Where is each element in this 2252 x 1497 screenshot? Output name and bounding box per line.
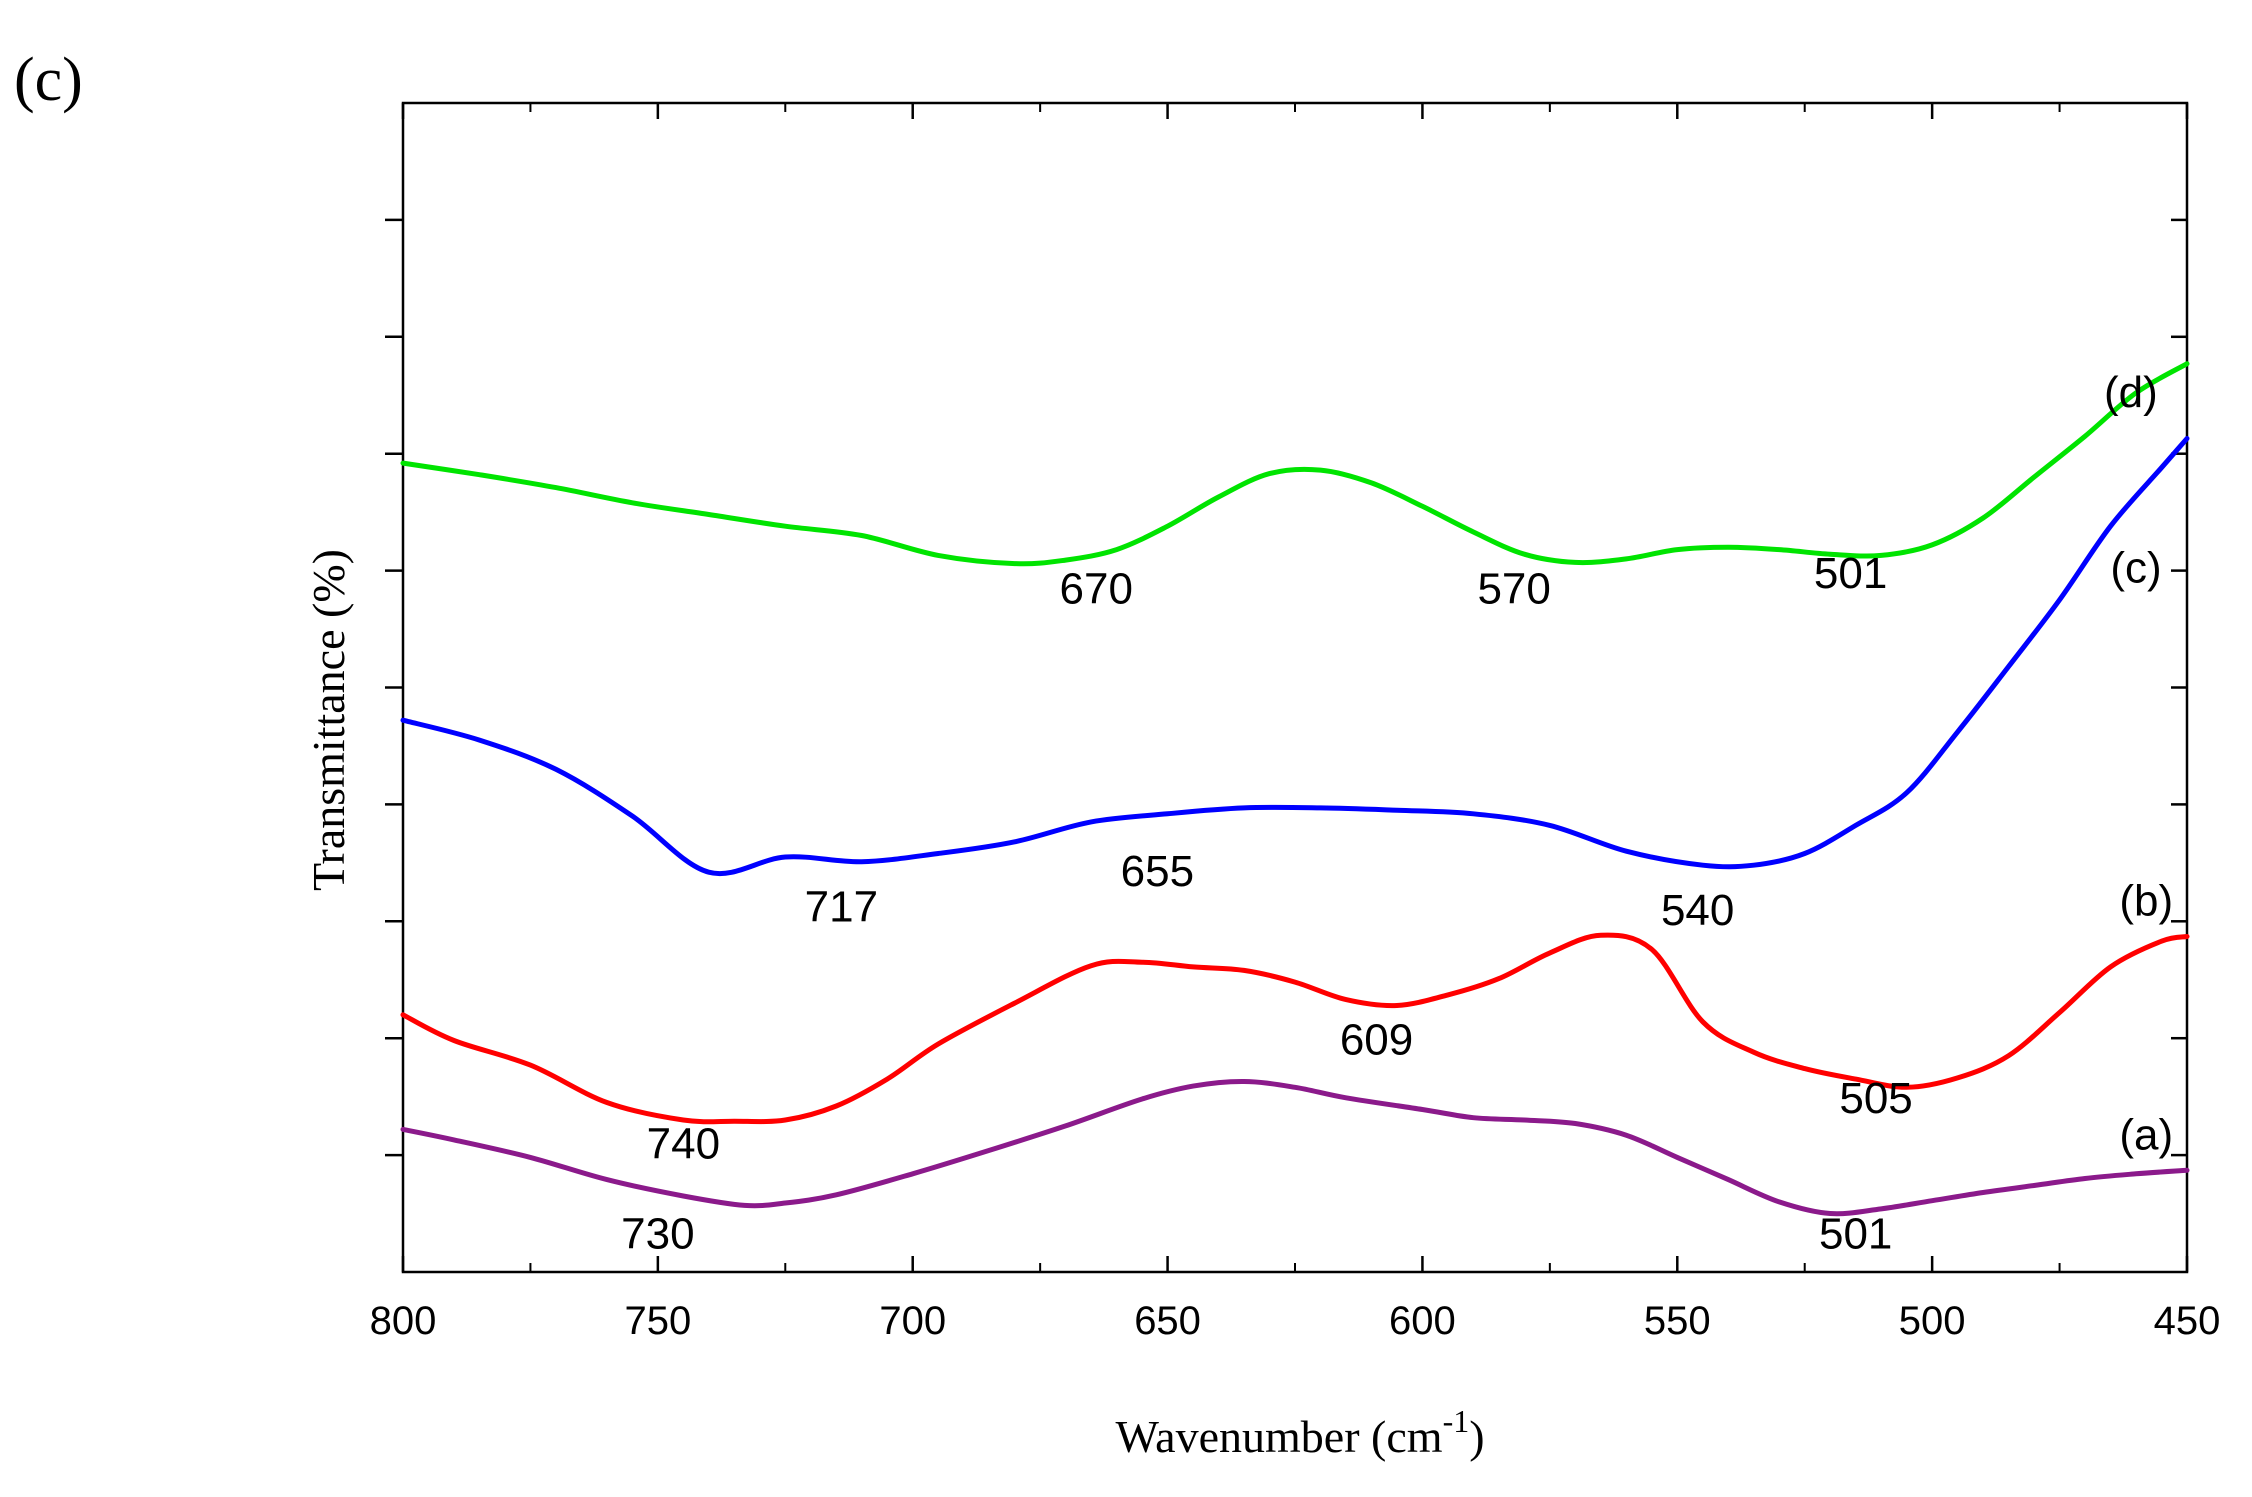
x-tick-label: 750	[624, 1299, 691, 1343]
series-line-c	[400, 436, 2190, 876]
series-label: (a)	[2119, 1110, 2173, 1159]
x-tick-label: 800	[370, 1299, 437, 1343]
peak-annotation: 730	[621, 1210, 694, 1259]
series-label: (c)	[2110, 543, 2161, 592]
plot-frame	[401, 101, 2189, 1274]
series-layer	[400, 361, 2190, 1217]
x-tick-label: 700	[879, 1299, 946, 1343]
x-axis-label: Wavenumber (cm-1)	[1115, 1403, 1484, 1462]
peak-annotation: 501	[1819, 1210, 1892, 1259]
x-tick-label: 650	[1134, 1299, 1201, 1343]
peak-annotation: 501	[1814, 549, 1887, 598]
peak-annotation: 570	[1477, 564, 1550, 613]
x-axis-label-main: Wavenumber (cm	[1115, 1411, 1442, 1462]
axes: 800 750 700 650 600 550 500 450	[370, 101, 2221, 1343]
x-tick-label: 550	[1644, 1299, 1711, 1343]
x-tick-label: 600	[1389, 1299, 1456, 1343]
peak-annotation: 505	[1839, 1074, 1912, 1123]
peak-annotation: 540	[1661, 886, 1734, 935]
peak-annotation: 609	[1340, 1016, 1413, 1065]
series-line-a	[400, 1078, 2190, 1217]
series-label: (d)	[2104, 368, 2158, 417]
x-tick-label: 500	[1899, 1299, 1966, 1343]
series-line-b	[400, 932, 2190, 1125]
x-axis-label-sup: -1	[1443, 1403, 1470, 1439]
peak-annotation: 670	[1060, 564, 1133, 613]
peak-annotation: 717	[805, 882, 878, 931]
peak-annotation: 655	[1121, 847, 1194, 896]
x-axis-label-close: )	[1469, 1411, 1484, 1462]
annotation-layer: (a) (b) (c) (d) 730 501 740 609 505 717 655 540 670 5…	[621, 368, 2173, 1259]
panel-label: (c)	[14, 46, 83, 114]
series-line-d	[400, 361, 2190, 567]
peak-annotation: 740	[647, 1120, 720, 1169]
x-tick-label: 450	[2154, 1299, 2221, 1343]
series-label: (b)	[2119, 876, 2173, 925]
y-axis-label: Transmittance (%)	[303, 549, 354, 891]
